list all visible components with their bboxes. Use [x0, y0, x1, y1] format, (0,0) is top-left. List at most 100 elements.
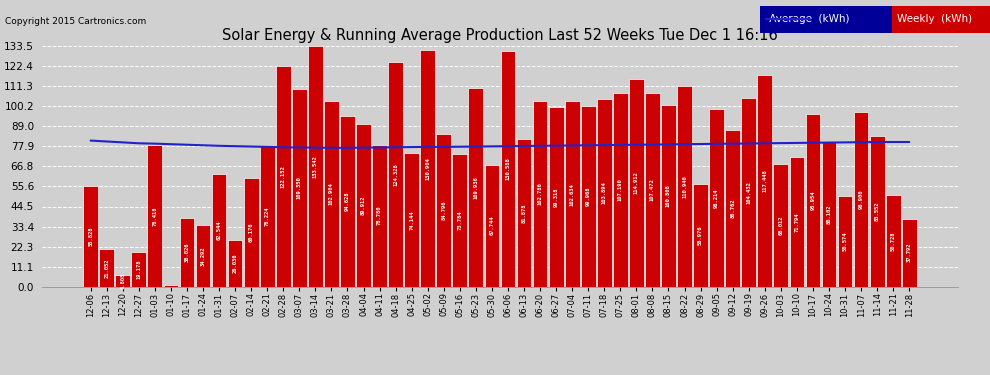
Text: 109.936: 109.936 — [473, 176, 478, 199]
Text: 130.588: 130.588 — [506, 158, 511, 180]
Text: 94.628: 94.628 — [345, 192, 349, 211]
Bar — [421, 51, 435, 287]
Text: 55.828: 55.828 — [88, 227, 93, 246]
Bar — [533, 101, 547, 287]
Text: 86.762: 86.762 — [731, 199, 736, 218]
Text: 102.786: 102.786 — [538, 183, 543, 206]
Bar — [822, 142, 837, 287]
Text: 117.448: 117.448 — [762, 170, 767, 192]
Bar — [902, 219, 917, 287]
Bar — [613, 93, 628, 287]
Bar — [789, 157, 804, 287]
Bar — [356, 124, 371, 287]
Bar — [99, 249, 114, 287]
Bar — [853, 112, 868, 287]
Text: 68.012: 68.012 — [778, 216, 783, 235]
Text: 60.176: 60.176 — [248, 223, 253, 242]
Bar — [742, 98, 756, 287]
Bar — [179, 218, 194, 287]
Bar — [838, 195, 852, 287]
Text: 107.472: 107.472 — [650, 178, 655, 201]
Text: Weekly  (kWh): Weekly (kWh) — [897, 14, 972, 24]
Text: 104.432: 104.432 — [746, 181, 751, 204]
Bar — [292, 89, 307, 287]
Bar — [148, 145, 162, 287]
Text: 50.728: 50.728 — [891, 231, 896, 251]
Text: 84.796: 84.796 — [442, 201, 446, 220]
Text: 102.634: 102.634 — [569, 183, 574, 206]
Bar — [484, 165, 499, 287]
Text: 21.052: 21.052 — [104, 258, 109, 278]
Bar — [677, 87, 692, 287]
Text: 80.102: 80.102 — [827, 205, 832, 224]
Bar — [645, 93, 659, 287]
Bar — [372, 145, 387, 287]
Text: 81.878: 81.878 — [522, 203, 527, 223]
Bar — [244, 178, 258, 287]
Text: 133.542: 133.542 — [313, 155, 318, 178]
Bar — [404, 153, 419, 287]
Bar — [726, 130, 741, 287]
Bar — [437, 134, 451, 287]
Bar — [324, 101, 339, 287]
Bar — [276, 66, 291, 287]
Text: 6.808: 6.808 — [120, 273, 126, 289]
Text: 71.794: 71.794 — [794, 212, 799, 232]
Text: 78.780: 78.780 — [377, 206, 382, 225]
Text: 38.026: 38.026 — [184, 243, 189, 262]
Text: 96.900: 96.900 — [858, 190, 863, 209]
Text: 62.544: 62.544 — [217, 220, 222, 240]
Bar — [565, 102, 579, 287]
Bar — [452, 154, 467, 287]
Bar — [597, 99, 612, 287]
Text: 100.808: 100.808 — [666, 184, 671, 207]
Bar — [308, 46, 323, 287]
Text: 130.904: 130.904 — [426, 157, 431, 180]
Text: 103.894: 103.894 — [602, 182, 607, 204]
Text: 50.574: 50.574 — [842, 231, 847, 251]
Bar — [341, 116, 354, 287]
Bar — [870, 136, 884, 287]
Text: 98.214: 98.214 — [714, 188, 719, 208]
Text: 37.792: 37.792 — [907, 243, 912, 262]
Bar — [757, 75, 772, 287]
Text: 78.224: 78.224 — [264, 207, 269, 226]
Bar — [468, 88, 483, 287]
Text: 74.144: 74.144 — [409, 210, 414, 230]
Text: Copyright 2015 Cartronics.com: Copyright 2015 Cartronics.com — [5, 17, 147, 26]
Bar — [388, 62, 403, 287]
Bar — [259, 146, 274, 287]
Bar — [709, 110, 724, 287]
Text: 83.552: 83.552 — [874, 202, 880, 221]
Text: 122.152: 122.152 — [281, 165, 286, 188]
Text: 19.178: 19.178 — [137, 260, 142, 279]
Bar — [132, 252, 147, 287]
Text: 89.912: 89.912 — [361, 196, 366, 215]
Text: 56.976: 56.976 — [698, 226, 703, 245]
Text: 124.328: 124.328 — [393, 163, 398, 186]
Bar — [212, 174, 227, 287]
Bar — [581, 106, 596, 287]
Bar — [517, 139, 532, 287]
Text: 109.350: 109.350 — [297, 177, 302, 200]
Text: 78.418: 78.418 — [152, 206, 157, 226]
Text: Average  (kWh): Average (kWh) — [766, 14, 849, 24]
Text: 110.940: 110.940 — [682, 175, 687, 198]
Title: Solar Energy & Running Average Production Last 52 Weeks Tue Dec 1 16:16: Solar Energy & Running Average Productio… — [222, 28, 778, 43]
Text: 95.954: 95.954 — [811, 190, 816, 210]
Bar — [116, 274, 130, 287]
Bar — [163, 285, 178, 287]
Bar — [83, 186, 98, 287]
Text: 73.784: 73.784 — [457, 210, 462, 230]
Bar — [806, 114, 821, 287]
Bar — [501, 51, 516, 287]
Text: 99.318: 99.318 — [553, 188, 558, 207]
Text: 26.036: 26.036 — [233, 254, 238, 273]
Text: 99.968: 99.968 — [586, 187, 591, 206]
Bar — [693, 184, 708, 287]
Bar — [773, 164, 788, 287]
Text: 34.292: 34.292 — [201, 246, 206, 266]
Bar — [196, 225, 211, 287]
Text: 102.904: 102.904 — [329, 183, 334, 206]
Bar — [228, 240, 243, 287]
